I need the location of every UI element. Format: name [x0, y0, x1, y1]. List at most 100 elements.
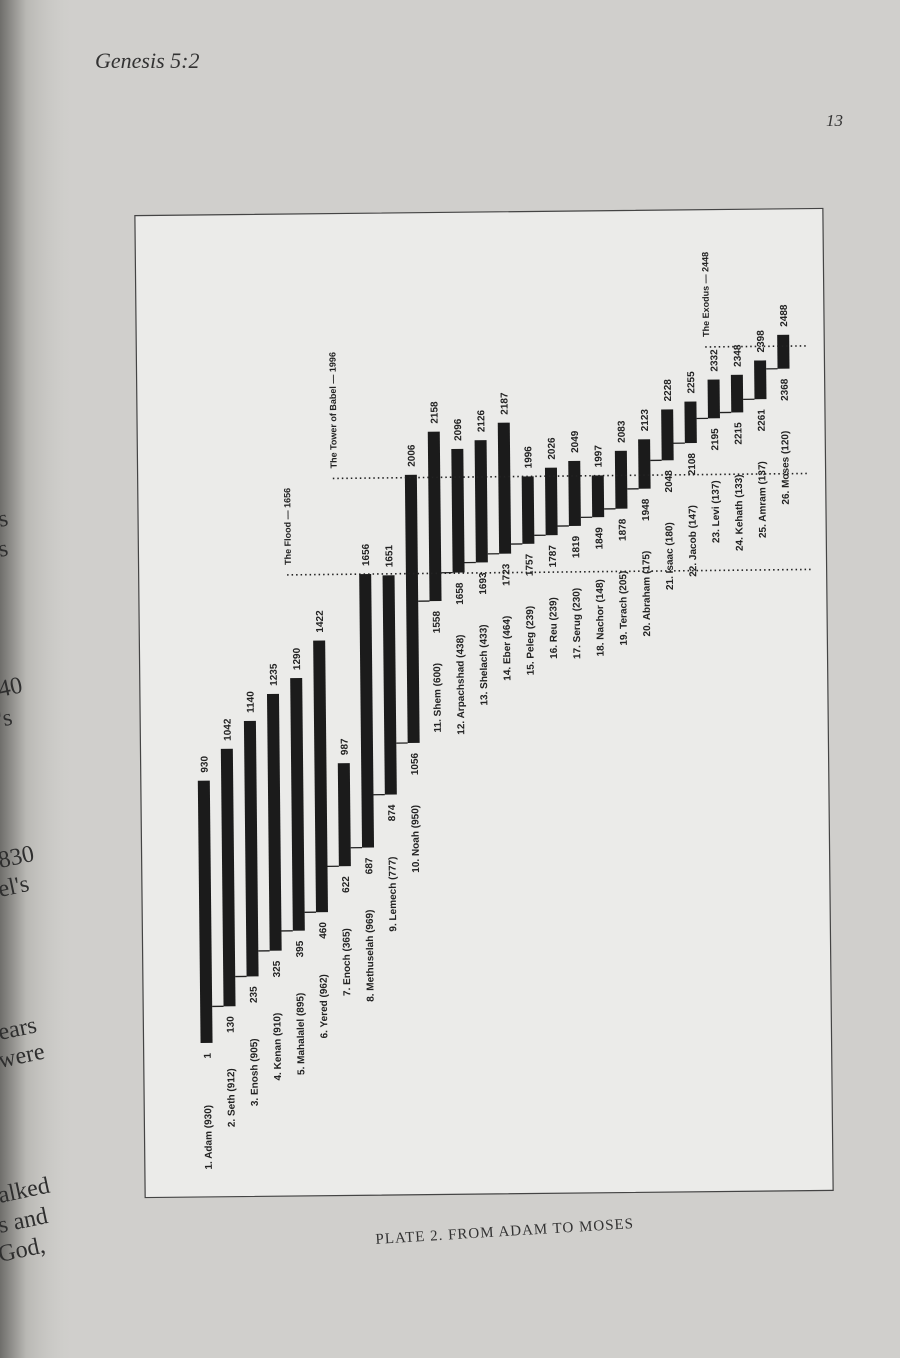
end-year-label: 1651 — [384, 544, 395, 567]
end-year-label: 1235 — [269, 663, 280, 686]
person-label: 22. Jacob (147) — [688, 505, 700, 577]
start-year-label: 1 — [203, 1052, 214, 1058]
life-bar — [197, 780, 213, 1043]
start-year-label: 1849 — [594, 527, 605, 550]
event-line — [332, 472, 810, 480]
end-year-label: 1140 — [246, 691, 257, 713]
person-label: 11. Shem (600) — [432, 663, 444, 733]
end-year-label: 2228 — [663, 379, 674, 402]
end-year-label: 1422 — [315, 610, 326, 633]
end-year-label: 2096 — [453, 418, 464, 441]
running-title: Genesis 5:2 — [95, 48, 199, 73]
person-label: 24. Kehath (133) — [734, 474, 746, 551]
plate: 930 1 1. Adam (930) 1042 130 2. Seth (912) 114… — [134, 207, 834, 1199]
end-year-label: 1042 — [223, 718, 234, 741]
life-bar — [754, 360, 767, 400]
person-label: 10. Noah (950) — [410, 805, 422, 873]
person-label: 25. Amram (137) — [757, 461, 769, 538]
person-label: 2. Seth (912) — [226, 1068, 238, 1127]
life-bar — [313, 640, 328, 913]
person-label: 15. Peleg (239) — [525, 606, 537, 676]
life-bar — [568, 460, 581, 526]
person-label: 18. Nachor (148) — [595, 579, 607, 656]
start-year-label: 395 — [295, 940, 306, 957]
life-bar — [404, 474, 420, 744]
person-label: 6. Yered (962) — [319, 974, 331, 1038]
end-year-label: 987 — [340, 738, 351, 755]
start-year-label: 2048 — [664, 470, 675, 493]
end-year-label: 2006 — [407, 444, 418, 467]
end-year-label: 1656 — [361, 543, 372, 566]
person-label: 7. Enoch (365) — [342, 928, 354, 996]
start-year-label: 1819 — [571, 535, 582, 558]
person-label: 23. Levi (137) — [711, 480, 723, 543]
start-year-label: 1948 — [641, 498, 652, 521]
life-bar — [521, 476, 535, 544]
start-year-label: 1757 — [524, 553, 535, 576]
event-line — [705, 345, 809, 348]
person-label: 20. Abraham (175) — [641, 551, 653, 637]
margin-fragment: s — [0, 535, 10, 562]
life-bar — [359, 574, 375, 848]
life-bar — [220, 748, 236, 1007]
person-label: 8. Methuselah (969) — [365, 910, 377, 1002]
life-bar — [266, 693, 282, 951]
start-year-label: 687 — [364, 857, 375, 874]
person-label: 1. Adam (930) — [203, 1105, 215, 1170]
start-year-label: 1787 — [548, 545, 559, 568]
end-year-label: 1997 — [593, 445, 604, 468]
person-label: 26. Moses (120) — [780, 431, 792, 505]
life-bar — [707, 379, 720, 419]
person-label: 19. Terach (205) — [618, 571, 630, 646]
end-year-label: 2332 — [709, 349, 720, 372]
end-year-label: 2123 — [640, 409, 651, 432]
person-label: 17. Serug (230) — [572, 588, 584, 659]
end-year-label: 1290 — [292, 647, 303, 670]
life-bar — [427, 431, 442, 602]
start-year-label: 1056 — [410, 752, 421, 775]
life-bar — [638, 439, 651, 489]
life-bar — [382, 575, 397, 795]
chart: 930 1 1. Adam (930) 1042 130 2. Seth (912) 114… — [197, 252, 811, 1170]
life-bar — [661, 409, 674, 461]
person-label: 9. Lemech (777) — [387, 856, 399, 931]
end-year-label: 2255 — [686, 371, 697, 394]
margin-fragment: s — [0, 505, 10, 532]
start-year-label: 874 — [387, 804, 398, 821]
start-year-label: 1693 — [478, 572, 489, 595]
end-year-label: 2026 — [547, 437, 558, 460]
person-label: 16. Reu (239) — [548, 597, 560, 659]
end-year-label: 2488 — [779, 304, 790, 327]
start-year-label: 1558 — [432, 611, 443, 634]
end-year-label: 2348 — [733, 344, 744, 367]
chart-frame — [134, 207, 834, 1199]
start-year-label: 2368 — [780, 378, 791, 401]
life-bar — [614, 450, 628, 509]
end-year-label: 2049 — [570, 430, 581, 453]
person-label: 5. Mahalalel (895) — [295, 993, 307, 1075]
person-label: 3. Enosh (905) — [249, 1038, 261, 1106]
start-year-label: 1658 — [455, 582, 466, 605]
event-label: The Exodus — 2448 — [700, 252, 711, 337]
end-year-label: 1996 — [523, 446, 534, 469]
life-bar — [684, 401, 697, 444]
event-label: The Flood — 1656 — [282, 488, 293, 565]
start-year-label: 2261 — [757, 409, 768, 432]
start-year-label: 130 — [226, 1016, 237, 1033]
life-bar — [474, 440, 488, 563]
start-year-label: 2215 — [733, 422, 744, 445]
life-bar — [544, 467, 558, 536]
person-label: 14. Eber (464) — [502, 616, 514, 681]
start-year-label: 460 — [318, 922, 329, 939]
life-bar — [290, 678, 305, 931]
start-year-label: 2108 — [687, 453, 698, 476]
start-year-label: 1723 — [501, 563, 512, 586]
start-year-label: 235 — [249, 986, 260, 1003]
event-label: The Tower of Babel — 1996 — [327, 352, 338, 468]
end-year-label: 2187 — [499, 392, 510, 415]
person-label: 12. Arpachshad (438) — [455, 634, 467, 734]
life-bar — [451, 448, 465, 573]
life-bar — [337, 763, 351, 867]
